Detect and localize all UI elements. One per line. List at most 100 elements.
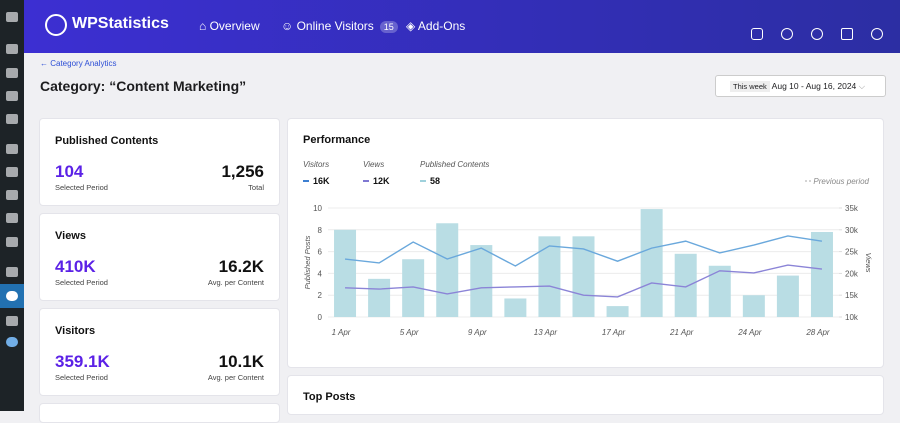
- previous-period-label: Previous period: [813, 177, 869, 186]
- menu-icon[interactable]: [6, 316, 18, 326]
- card-title: Visitors: [55, 325, 96, 337]
- line: [345, 264, 823, 298]
- bar: [572, 236, 595, 317]
- menu-icon[interactable]: [6, 91, 18, 101]
- bar: [368, 278, 391, 317]
- stat-value: 359.1K: [55, 352, 110, 371]
- stat-value: 410K: [55, 257, 96, 276]
- bar: [640, 209, 663, 317]
- bar: [538, 236, 561, 317]
- legend-label: Visitors: [303, 160, 329, 169]
- menu-icon[interactable]: [6, 144, 18, 154]
- y-axis-title: Published Posts: [303, 235, 312, 289]
- breadcrumb-label: Category Analytics: [50, 59, 117, 68]
- stat-card: Published Contents 104 Selected Period 1,25…: [39, 118, 280, 206]
- bar: [708, 265, 731, 317]
- y-tick-label: 6: [318, 248, 323, 257]
- nav-label: Online Visitors: [296, 19, 374, 33]
- x-tick-label: 5 Apr: [400, 328, 419, 337]
- x-tick-label: 1 Apr: [332, 328, 351, 337]
- menu-icon[interactable]: [6, 213, 18, 223]
- x-tick-label: 21 Apr: [669, 328, 694, 337]
- bar: [810, 231, 833, 317]
- y2-axis-title: Views: [864, 253, 873, 273]
- menu-icon[interactable]: [6, 337, 18, 347]
- x-tick-label: 28 Apr: [805, 328, 830, 337]
- y2-tick-label: 30k: [845, 226, 859, 235]
- menu-icon[interactable]: [6, 114, 18, 124]
- legend-value: 16K: [313, 176, 330, 186]
- page-title: Category: “Content Marketing”: [40, 78, 247, 94]
- nav-label: Add-Ons: [417, 19, 466, 33]
- x-tick-label: 17 Apr: [602, 328, 626, 337]
- stat-label: Selected Period: [55, 373, 108, 382]
- date-range: Aug 10 - Aug 16, 2024: [771, 81, 857, 91]
- y-tick-label: 10: [313, 204, 322, 213]
- card-title: Views: [55, 230, 86, 242]
- legend-value: 12K: [373, 176, 390, 186]
- nav-item[interactable]: ⌂ Overview: [199, 19, 260, 33]
- date-preset: This week: [730, 81, 770, 92]
- x-tick-label: 13 Apr: [534, 328, 558, 337]
- stat-value: 16.2K: [218, 257, 264, 276]
- nav-item[interactable]: ◈ Add-Ons: [406, 19, 466, 33]
- card-title: Published Contents: [55, 135, 159, 147]
- menu-icon[interactable]: [6, 44, 18, 54]
- nav-item[interactable]: ☺ Online Visitors 15: [281, 19, 398, 33]
- nav-label: Overview: [209, 19, 260, 33]
- bar: [504, 298, 527, 317]
- stat-label: Selected Period: [55, 183, 108, 192]
- menu-icon[interactable]: [6, 68, 18, 78]
- menu-icon[interactable]: [6, 237, 18, 247]
- y2-tick-label: 20k: [845, 269, 859, 278]
- performance-card: Performance 0 2 4 6 8 10 10k 15k 20k 25k 30k 35k Pub…: [287, 118, 884, 368]
- y2-tick-label: 10k: [845, 313, 859, 322]
- stat-card: [39, 403, 280, 423]
- bar: [470, 245, 493, 317]
- logo-icon: [45, 14, 67, 36]
- stat-value: 1,256: [221, 162, 264, 181]
- top-bar: WPStatistics ⌂ Overview ☺ Online Visitor…: [24, 0, 900, 53]
- stat-label: Total: [248, 183, 264, 192]
- x-tick-label: 9 Apr: [468, 328, 487, 337]
- menu-icon[interactable]: [6, 291, 18, 301]
- bar: [674, 253, 697, 317]
- header-icon[interactable]: [751, 28, 763, 40]
- admin-sidebar: [0, 0, 24, 411]
- y2-tick-label: 15k: [845, 291, 859, 300]
- x-tick-label: 24 Apr: [737, 328, 762, 337]
- legend-label: Views: [363, 160, 384, 169]
- stat-label: Selected Period: [55, 278, 108, 287]
- menu-icon[interactable]: [6, 167, 18, 177]
- stat-card: Views 410K Selected Period 16.2K Avg. per Co…: [39, 213, 280, 301]
- header-icon[interactable]: [811, 28, 823, 40]
- bar: [742, 295, 765, 317]
- stat-label: Avg. per Content: [207, 373, 264, 382]
- y-tick-label: 4: [318, 269, 323, 278]
- badge: 15: [379, 21, 398, 33]
- bar: [436, 223, 459, 317]
- y2-tick-label: 35k: [845, 204, 859, 213]
- stat-value: 104: [55, 162, 84, 181]
- legend-value: 58: [430, 176, 440, 186]
- y-tick-label: 8: [318, 226, 323, 235]
- header-icon[interactable]: [841, 28, 853, 40]
- legend-label: Published Contents: [420, 160, 489, 169]
- logo[interactable]: WPStatistics: [72, 15, 169, 32]
- card-title: Top Posts: [303, 391, 356, 403]
- menu-icon[interactable]: [6, 267, 18, 277]
- bar: [776, 275, 799, 317]
- stat-label: Avg. per Content: [207, 278, 264, 287]
- header-icon[interactable]: [871, 28, 883, 40]
- chart-title: Performance: [303, 134, 370, 146]
- menu-icon[interactable]: [6, 190, 18, 200]
- header-icon[interactable]: [781, 28, 793, 40]
- breadcrumb[interactable]: ← Category Analytics: [40, 59, 117, 68]
- date-picker[interactable]: This week Aug 10 - Aug 16, 2024 ⌵: [715, 75, 886, 97]
- stat-card: Visitors 359.1K Selected Period 10.1K Avg. p…: [39, 308, 280, 396]
- menu-icon[interactable]: [6, 12, 18, 22]
- y-tick-label: 2: [318, 291, 323, 300]
- bar: [334, 229, 357, 317]
- line: [344, 235, 823, 267]
